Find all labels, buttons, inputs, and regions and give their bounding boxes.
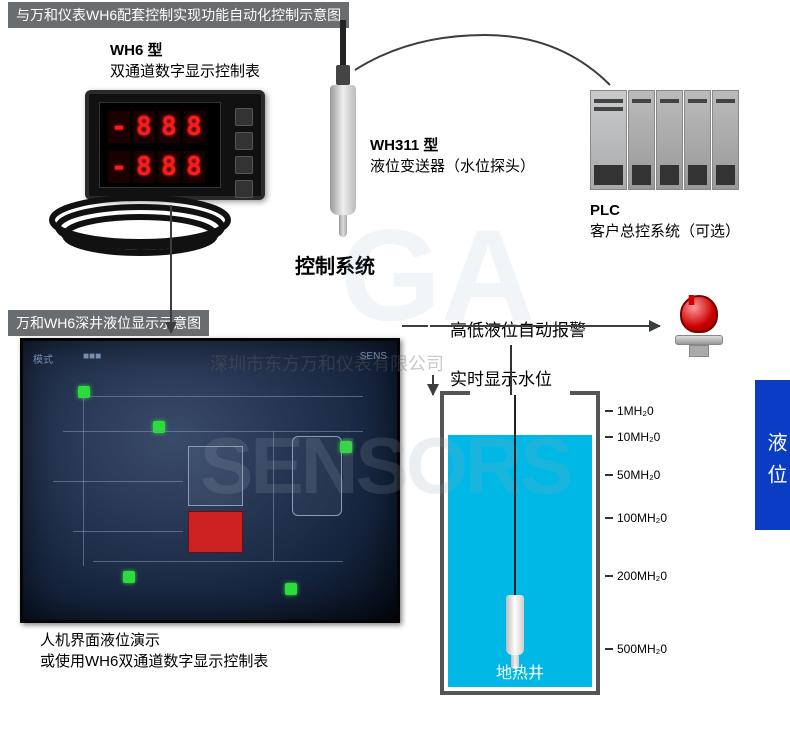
well-probe-icon (506, 595, 524, 655)
alarm-flare-icon: ııııı (687, 289, 692, 310)
probe-body (330, 85, 356, 215)
plc-label: PLC 客户总控系统（可选） (590, 200, 740, 242)
plc-desc: 客户总控系统（可选） (590, 223, 740, 240)
meter-btn-icon (235, 108, 253, 126)
arrow-down-icon (432, 375, 434, 395)
scale-tick: 50MH₂0 (605, 468, 660, 482)
plc-title: PLC (590, 202, 620, 219)
scr-indicator-icon (340, 441, 352, 453)
wh6-label: WH6 型 双通道数字显示控制表 (110, 40, 260, 82)
digit: 8 (133, 151, 155, 183)
control-system-label: 控制系统 (295, 250, 375, 279)
cable-coil-icon (45, 195, 235, 265)
wh6-model: WH6 型 (110, 42, 163, 59)
alarm-base (675, 335, 723, 345)
realtime-label: 实时显示水位 (450, 365, 552, 390)
meter-btn-icon (235, 156, 253, 174)
plc-module (628, 90, 655, 190)
digit: 8 (158, 111, 180, 143)
scale-tick: 1MH₂0 (605, 404, 654, 418)
hmi-screenshot: 模式■■■SENS (20, 338, 400, 623)
well-casing: 地热井 (440, 395, 600, 695)
scr-pipe (53, 481, 183, 482)
arrow-to-alarm-icon (430, 325, 660, 327)
digit: 8 (133, 111, 155, 143)
scr-pipe (83, 396, 84, 566)
digit: 8 (183, 111, 205, 143)
scr-vessel-icon (292, 436, 342, 516)
wh6-desc: 双通道数字显示控制表 (110, 63, 260, 80)
scr-pipe (63, 431, 363, 432)
scale-tick: 200MH₂0 (605, 569, 667, 583)
scr-pipe (83, 396, 363, 397)
meter-display: - 8 8 8 - 8 8 8 (99, 102, 221, 188)
scr-pipe (93, 561, 343, 562)
caption-line2: 或使用WH6双通道数字显示控制表 (40, 653, 268, 670)
scr-pipe (73, 531, 183, 532)
probe-tip (339, 215, 347, 237)
digit: 8 (158, 151, 180, 183)
plc-device-icon (590, 90, 740, 190)
meter-buttons (235, 108, 253, 198)
screenshot-caption: 人机界面液位演示 或使用WH6双通道数字显示控制表 (40, 630, 268, 672)
arrow-wh6-to-screen-icon (170, 205, 172, 333)
arrow-connector (402, 325, 428, 327)
scr-tank-icon (188, 446, 243, 506)
well-cable-icon (510, 345, 512, 395)
scr-indicator-icon (123, 571, 135, 583)
depth-scale: 1MH₂0 10MH₂0 50MH₂0 100MH₂0 200MH₂0 500MH₂0 (605, 395, 665, 695)
alarm-light-icon: ııııı (675, 295, 723, 359)
well-probe-cable (514, 395, 516, 595)
wh311-desc: 液位变送器（水位探头） (370, 158, 535, 175)
digit: - (108, 151, 130, 183)
well-cap (570, 391, 600, 395)
alarm-label: 高低液位自动报警 (450, 316, 586, 341)
scr-alarm-box-icon (188, 511, 243, 553)
header-top: 与万和仪表WH6配套控制实现功能自动化控制示意图 (8, 2, 349, 28)
well-label: 地热井 (444, 659, 596, 683)
side-tab-label: 液位 (755, 380, 790, 530)
probe-connector (336, 65, 350, 85)
plc-module (684, 90, 711, 190)
meter-btn-icon (235, 132, 253, 150)
plc-module (656, 90, 683, 190)
scale-tick: 100MH₂0 (605, 511, 667, 525)
caption-line1: 人机界面液位演示 (40, 632, 160, 649)
alarm-dome (680, 295, 718, 333)
digit: 8 (183, 151, 205, 183)
sensor-probe-icon (330, 20, 356, 240)
wh311-model: WH311 型 (370, 137, 438, 154)
wh311-label: WH311 型 液位变送器（水位探头） (370, 135, 535, 177)
well-diagram: 地热井 1MH₂010MH₂050MH₂0100MH₂0200MH₂0500MH… (440, 395, 660, 705)
well-cap (440, 391, 470, 395)
scr-indicator-icon (285, 583, 297, 595)
connection-curve (350, 30, 620, 115)
probe-cable (340, 20, 346, 65)
plc-module (712, 90, 739, 190)
digit-row-1: - 8 8 8 (108, 111, 220, 143)
wh6-meter-device: - 8 8 8 - 8 8 8 (85, 90, 265, 200)
scale-tick: 10MH₂0 (605, 430, 660, 444)
digit: - (108, 111, 130, 143)
scr-header: 模式■■■SENS (33, 351, 387, 371)
scr-pipe (273, 431, 274, 561)
scale-tick: 500MH₂0 (605, 642, 667, 656)
plc-module (590, 90, 627, 190)
header-mid: 万和WH6深井液位显示示意图 (8, 310, 209, 336)
digit-row-2: - 8 8 8 (108, 151, 220, 183)
meter-btn-icon (235, 180, 253, 198)
alarm-stand (689, 345, 709, 357)
